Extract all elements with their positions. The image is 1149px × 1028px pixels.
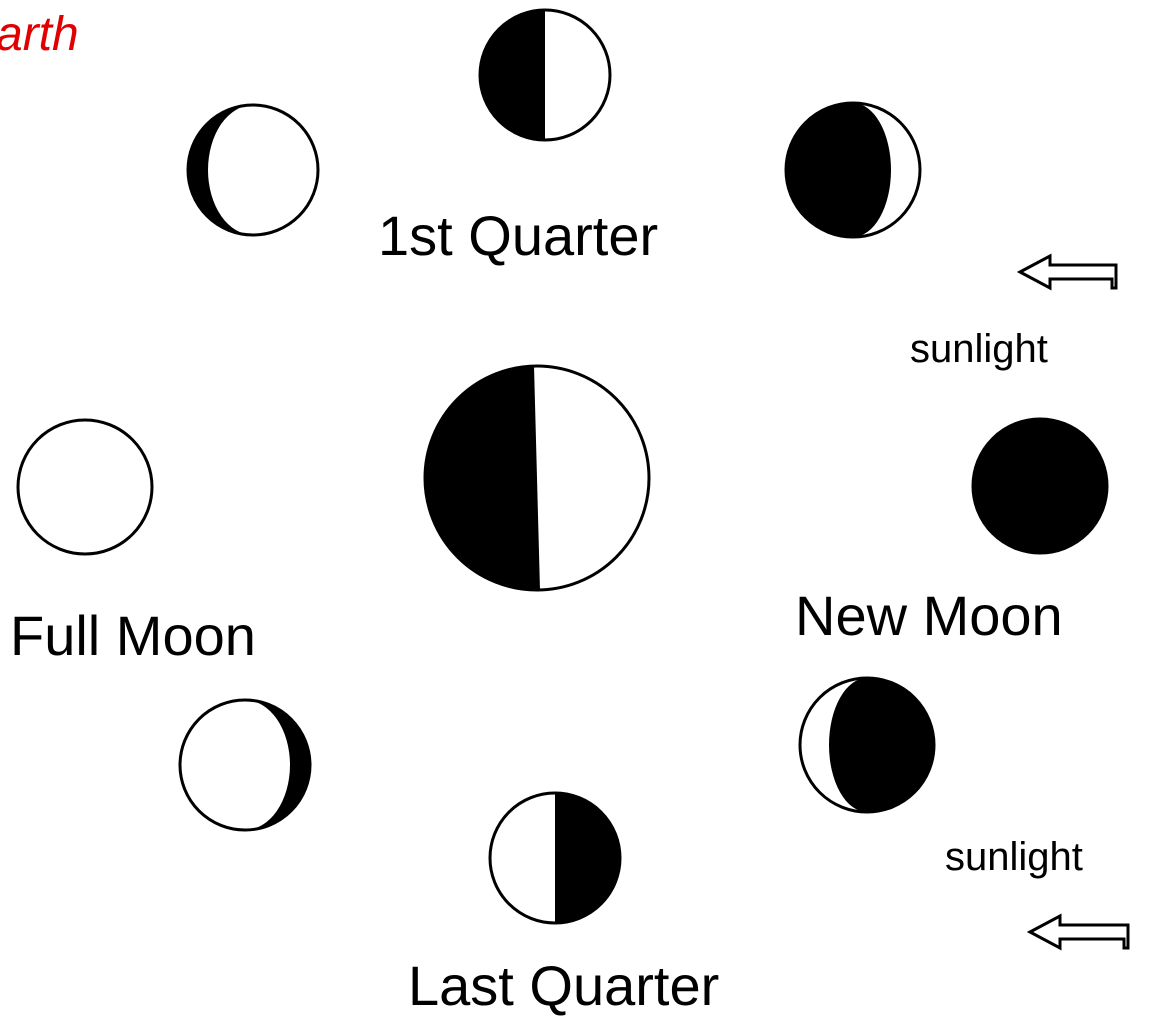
label-sunlight: sunlight xyxy=(945,835,1083,879)
label-first-quarter: 1st Quarter xyxy=(378,204,658,267)
moon-full xyxy=(16,418,154,556)
sunlight-arrow xyxy=(1026,913,1130,951)
moon-waxing-gibbous xyxy=(186,103,320,237)
moon-center xyxy=(423,364,651,592)
sunlight-arrow xyxy=(1016,253,1118,291)
title: arth xyxy=(0,8,79,61)
label-sunlight: sunlight xyxy=(910,327,1048,371)
moon-waning-crescent xyxy=(798,676,936,814)
label-full-moon: Full Moon xyxy=(10,604,256,667)
label-new-moon: New Moon xyxy=(795,584,1063,647)
label-last-quarter: Last Quarter xyxy=(408,954,719,1017)
moon-last-quarter xyxy=(488,791,622,925)
moon-first-quarter xyxy=(478,8,612,142)
moon-waning-gibbous xyxy=(178,698,312,832)
moon-waxing-crescent xyxy=(784,101,922,239)
moon-new xyxy=(971,417,1109,555)
